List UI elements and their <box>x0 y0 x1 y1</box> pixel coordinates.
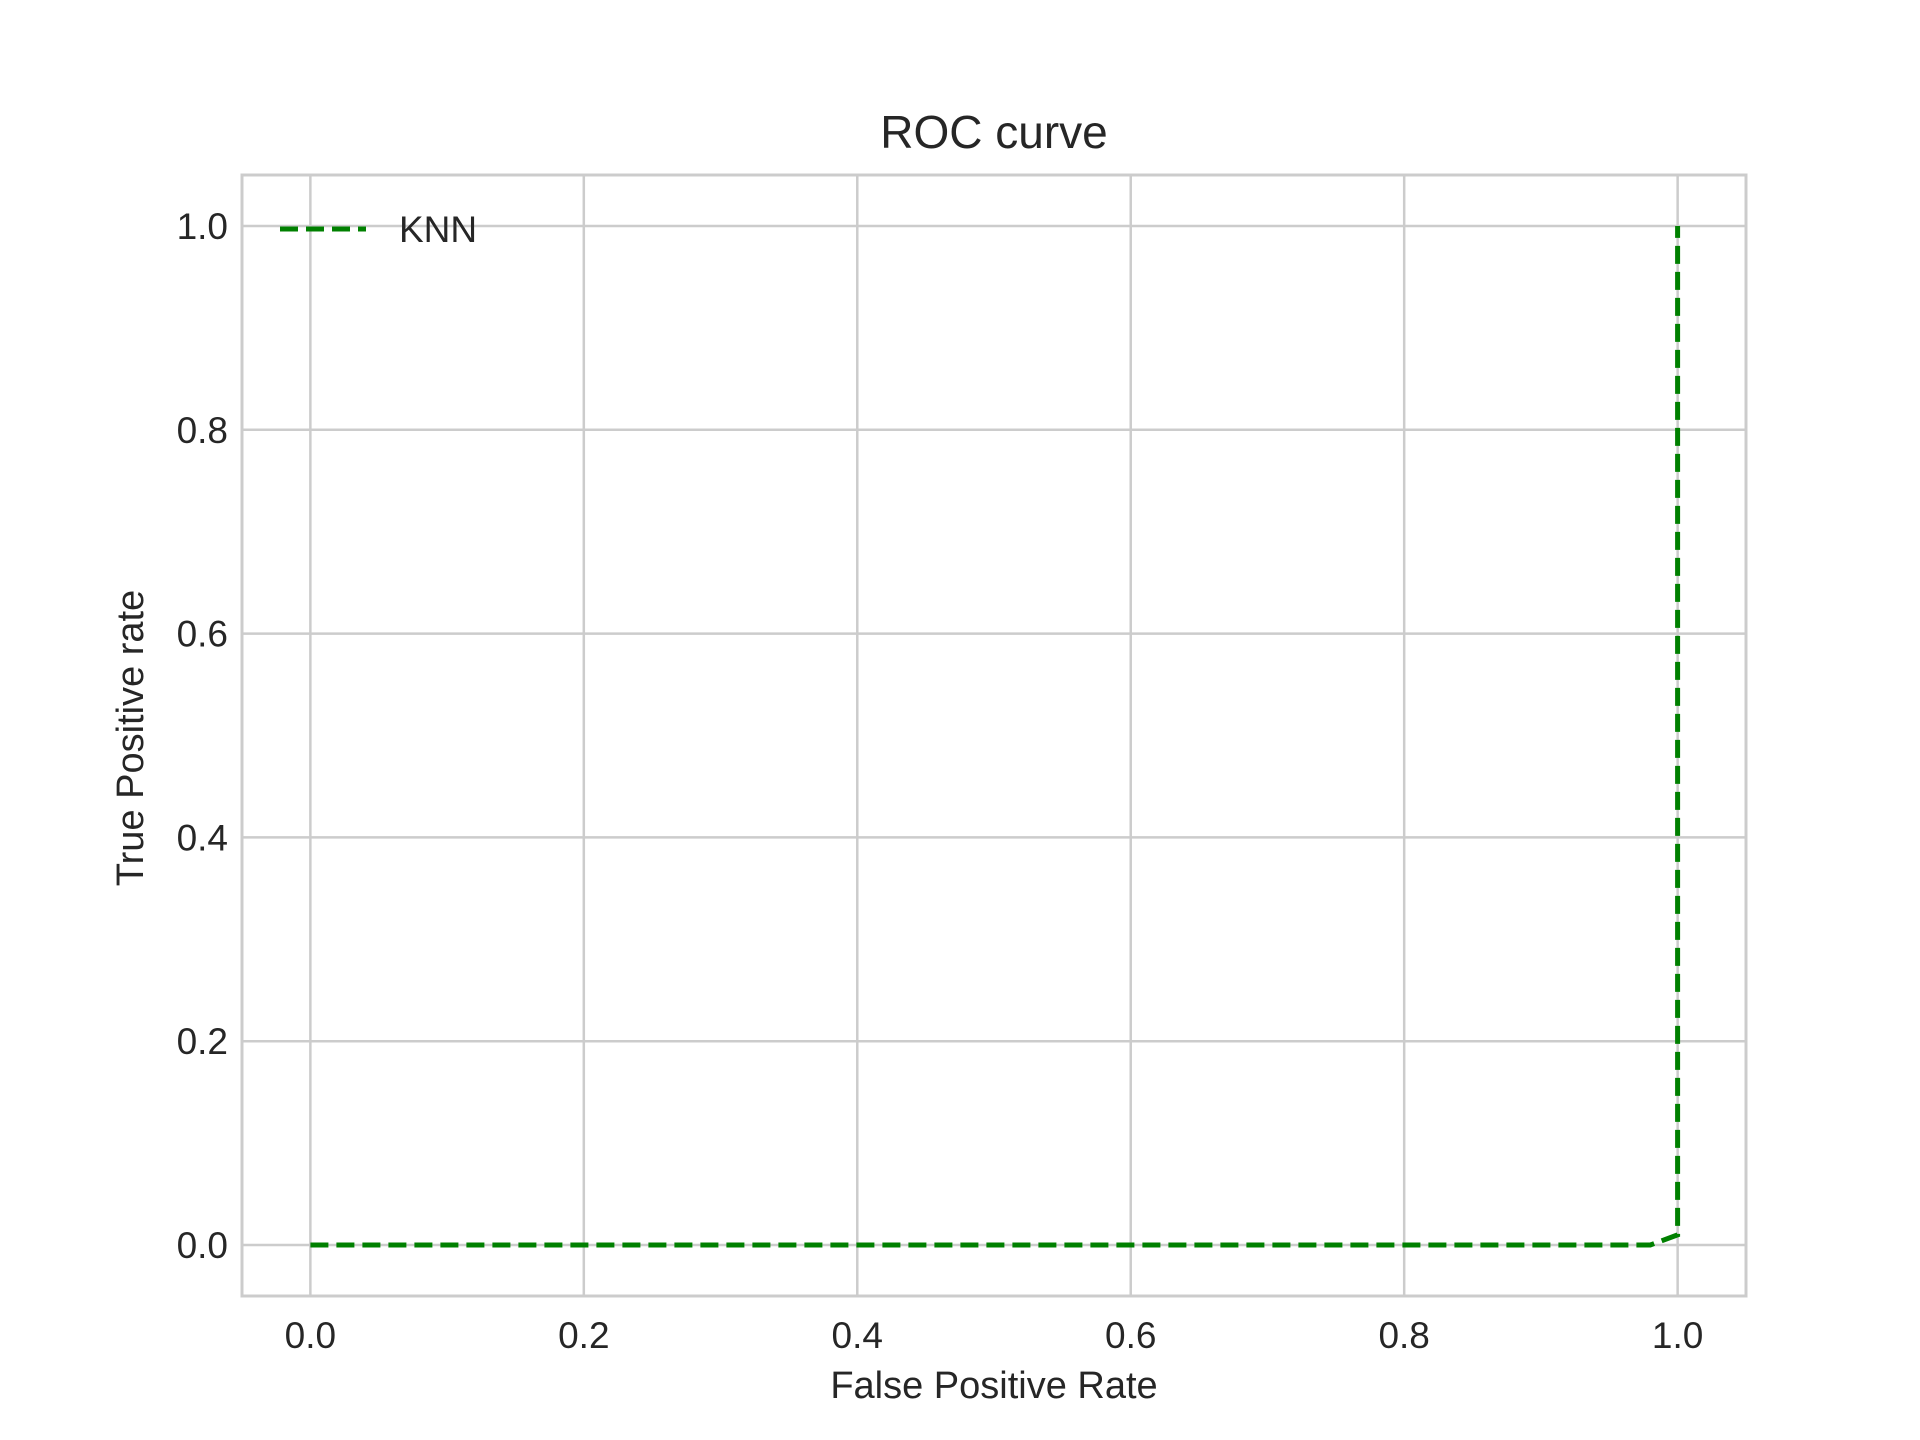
x-tick-label: 0.8 <box>1378 1315 1429 1356</box>
legend-label: KNN <box>399 209 477 250</box>
tick-labels: 0.0 0.2 0.4 0.6 0.8 1.0 0.0 0.2 0.4 0.6 0.8 1.0 <box>177 206 1704 1356</box>
y-tick-label: 0.8 <box>177 410 228 451</box>
series-line-knn <box>310 226 1681 1248</box>
y-tick-label: 0.4 <box>177 817 228 858</box>
y-axis-label: True Positive rate <box>110 590 152 886</box>
y-tick-label: 0.2 <box>177 1021 228 1062</box>
x-axis-label: False Positive Rate <box>830 1365 1157 1407</box>
chart-title: ROC curve <box>880 106 1107 158</box>
legend: KNN <box>280 209 477 250</box>
x-tick-label: 0.6 <box>1105 1315 1156 1356</box>
y-tick-label: 1.0 <box>177 206 228 247</box>
x-tick-label: 0.4 <box>832 1315 883 1356</box>
series-layer <box>310 226 1681 1248</box>
y-tick-label: 0.0 <box>177 1225 228 1266</box>
y-tick-label: 0.6 <box>177 614 228 655</box>
x-tick-label: 0.2 <box>558 1315 609 1356</box>
x-tick-label: 0.0 <box>285 1315 336 1356</box>
x-tick-label: 1.0 <box>1652 1315 1703 1356</box>
plot-frame <box>240 173 1748 1298</box>
